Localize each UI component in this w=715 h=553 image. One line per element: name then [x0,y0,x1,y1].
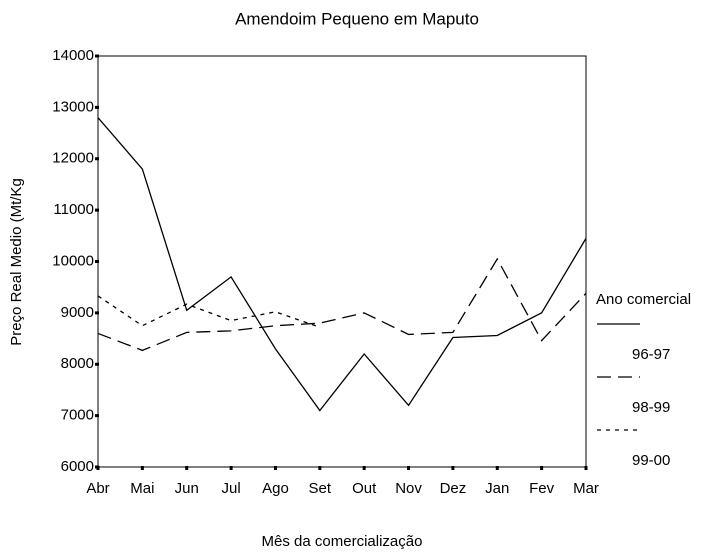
legend-title: Ano comercial [596,291,691,308]
x-tick-label: Mar [573,480,599,497]
x-tick-label: Out [352,480,377,497]
y-tick-label: 7000 [61,407,94,424]
y-tick-label: 10000 [52,252,94,269]
y-tick-label: 6000 [61,458,94,475]
y-tick-label: 8000 [61,355,94,372]
x-tick-label: Ago [262,480,289,497]
x-tick-label: Fev [529,480,555,497]
x-tick-label: Jan [485,480,509,497]
x-tick-label: Abr [86,480,109,497]
x-tick-label: Set [309,480,332,497]
y-tick-label: 11000 [53,201,94,218]
x-tick-label: Mai [130,480,154,497]
series-line [97,117,587,412]
x-tick-label: Dez [440,480,467,497]
legend-label: 98-99 [632,399,670,416]
x-tick-label: Jun [175,480,199,497]
y-axis-label: Preço Real Medio (Mt/Kg [8,178,25,346]
legend-label: 96-97 [632,346,670,363]
chart-title: Amendoim Pequeno em Maputo [235,9,479,28]
x-tick-label: Jul [221,480,240,497]
legend-label: 99-00 [632,452,670,469]
y-tick-label: 12000 [52,150,94,167]
x-axis-label: Mês da comercialização [262,533,423,550]
y-tick-label: 9000 [61,304,94,321]
y-tick-label: 14000 [52,47,94,64]
y-tick-label: 13000 [52,98,94,115]
x-tick-label: Nov [395,480,422,497]
series-line [97,257,587,352]
series-line [97,295,321,328]
